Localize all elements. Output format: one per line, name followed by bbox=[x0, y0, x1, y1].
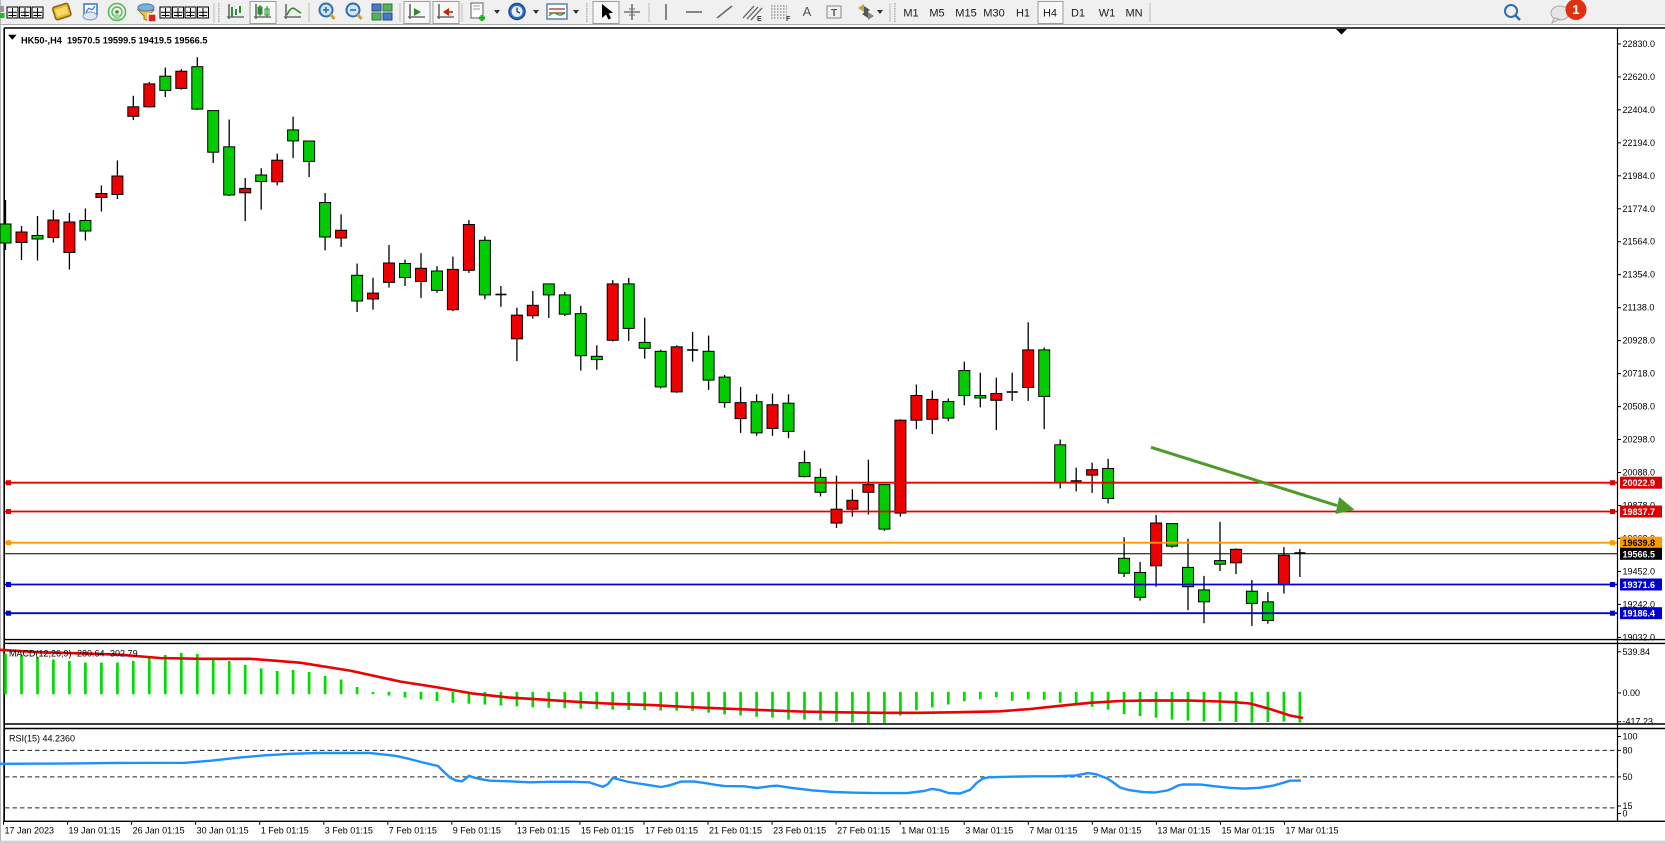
svg-text:21774.0: 21774.0 bbox=[1623, 204, 1656, 214]
svg-text:15 Mar 01:15: 15 Mar 01:15 bbox=[1222, 825, 1275, 835]
svg-text:100: 100 bbox=[1623, 732, 1638, 742]
svg-text:20928.0: 20928.0 bbox=[1623, 336, 1656, 346]
svg-text:-417.23: -417.23 bbox=[1623, 717, 1654, 727]
svg-text:15: 15 bbox=[1623, 801, 1633, 811]
svg-text:0: 0 bbox=[1623, 809, 1628, 819]
svg-text:22620.0: 22620.0 bbox=[1623, 72, 1656, 82]
svg-text:50: 50 bbox=[1623, 772, 1633, 782]
svg-text:M5: M5 bbox=[929, 8, 944, 20]
svg-text:D1: D1 bbox=[1071, 8, 1085, 20]
svg-text:19371.6: 19371.6 bbox=[1623, 580, 1656, 590]
svg-text:0.00: 0.00 bbox=[1623, 688, 1641, 698]
svg-text:19242.0: 19242.0 bbox=[1623, 599, 1656, 609]
svg-text:A: A bbox=[803, 4, 812, 19]
svg-text:539.84: 539.84 bbox=[1623, 647, 1651, 657]
svg-text:RSI(15) 44.2360: RSI(15) 44.2360 bbox=[9, 734, 75, 744]
svg-text:MACD(12,26,9) -280.64 -302.79: MACD(12,26,9) -280.64 -302.79 bbox=[9, 649, 138, 659]
svg-text:E: E bbox=[757, 16, 762, 23]
svg-text:MN: MN bbox=[1125, 8, 1142, 20]
svg-text:26 Jan 01:15: 26 Jan 01:15 bbox=[133, 825, 185, 835]
svg-text:7 Feb 01:15: 7 Feb 01:15 bbox=[389, 825, 437, 835]
svg-text:3 Feb 01:15: 3 Feb 01:15 bbox=[325, 825, 373, 835]
svg-text:17 Feb 01:15: 17 Feb 01:15 bbox=[645, 825, 698, 835]
svg-text:3 Mar 01:15: 3 Mar 01:15 bbox=[965, 825, 1013, 835]
svg-text:22404.0: 22404.0 bbox=[1623, 105, 1656, 115]
svg-text:19186.4: 19186.4 bbox=[1623, 609, 1656, 619]
svg-text:19032.0: 19032.0 bbox=[1623, 632, 1656, 642]
svg-text:19639.8: 19639.8 bbox=[1623, 538, 1656, 548]
svg-text:M15: M15 bbox=[955, 8, 976, 20]
svg-text:80: 80 bbox=[1623, 745, 1633, 755]
svg-text:T: T bbox=[831, 8, 837, 19]
svg-text:20088.0: 20088.0 bbox=[1623, 468, 1656, 478]
svg-text:27 Feb 01:15: 27 Feb 01:15 bbox=[837, 825, 890, 835]
svg-text:22194.0: 22194.0 bbox=[1623, 138, 1656, 148]
svg-text:17 Jan 2023: 17 Jan 2023 bbox=[5, 825, 55, 835]
svg-text:1: 1 bbox=[1572, 2, 1579, 17]
svg-text:15 Feb 01:15: 15 Feb 01:15 bbox=[581, 825, 634, 835]
svg-text:9 Mar 01:15: 9 Mar 01:15 bbox=[1093, 825, 1141, 835]
svg-text:19566.5: 19566.5 bbox=[1623, 549, 1656, 559]
svg-text:M30: M30 bbox=[983, 8, 1004, 20]
svg-text:H1: H1 bbox=[1016, 8, 1030, 20]
svg-text:21138.0: 21138.0 bbox=[1623, 303, 1655, 313]
svg-text:17 Mar 01:15: 17 Mar 01:15 bbox=[1286, 825, 1339, 835]
svg-text:22830.0: 22830.0 bbox=[1623, 39, 1656, 49]
svg-text:1 Feb 01:15: 1 Feb 01:15 bbox=[261, 825, 309, 835]
svg-text:1 Mar 01:15: 1 Mar 01:15 bbox=[901, 825, 949, 835]
svg-text:9 Feb 01:15: 9 Feb 01:15 bbox=[453, 825, 501, 835]
svg-text:19837.7: 19837.7 bbox=[1623, 507, 1656, 517]
svg-text:20718.0: 20718.0 bbox=[1623, 369, 1656, 379]
svg-text:23 Feb 01:15: 23 Feb 01:15 bbox=[773, 825, 826, 835]
svg-text:20508.0: 20508.0 bbox=[1623, 402, 1656, 412]
svg-text:21 Feb 01:15: 21 Feb 01:15 bbox=[709, 825, 762, 835]
svg-text:21984.0: 21984.0 bbox=[1623, 171, 1656, 181]
svg-text:13 Feb 01:15: 13 Feb 01:15 bbox=[517, 825, 570, 835]
svg-text:19 Jan 01:15: 19 Jan 01:15 bbox=[69, 825, 121, 835]
svg-text:HK50-,H4 19570.5 19599.5 1941: HK50-,H4 19570.5 19599.5 19419.5 19566.5 bbox=[21, 35, 207, 45]
svg-text:7 Mar 01:15: 7 Mar 01:15 bbox=[1029, 825, 1077, 835]
svg-text:19452.0: 19452.0 bbox=[1623, 566, 1656, 576]
svg-text:20298.0: 20298.0 bbox=[1623, 435, 1656, 445]
svg-text:30 Jan 01:15: 30 Jan 01:15 bbox=[197, 825, 249, 835]
svg-text:13 Mar 01:15: 13 Mar 01:15 bbox=[1157, 825, 1210, 835]
svg-text:F: F bbox=[786, 16, 791, 23]
svg-text:20022.9: 20022.9 bbox=[1623, 478, 1656, 488]
svg-text:M1: M1 bbox=[903, 8, 918, 20]
svg-text:W1: W1 bbox=[1099, 8, 1116, 20]
svg-text:21354.0: 21354.0 bbox=[1623, 270, 1656, 280]
svg-text:H4: H4 bbox=[1043, 8, 1057, 20]
svg-text:21564.0: 21564.0 bbox=[1623, 237, 1656, 247]
